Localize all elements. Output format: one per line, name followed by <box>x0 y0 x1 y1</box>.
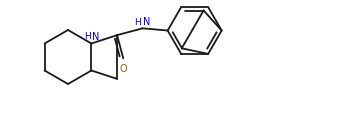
Text: N: N <box>143 17 150 27</box>
Text: O: O <box>119 64 127 74</box>
Text: N: N <box>92 31 100 41</box>
Text: H: H <box>134 18 140 27</box>
Text: H: H <box>84 32 90 41</box>
